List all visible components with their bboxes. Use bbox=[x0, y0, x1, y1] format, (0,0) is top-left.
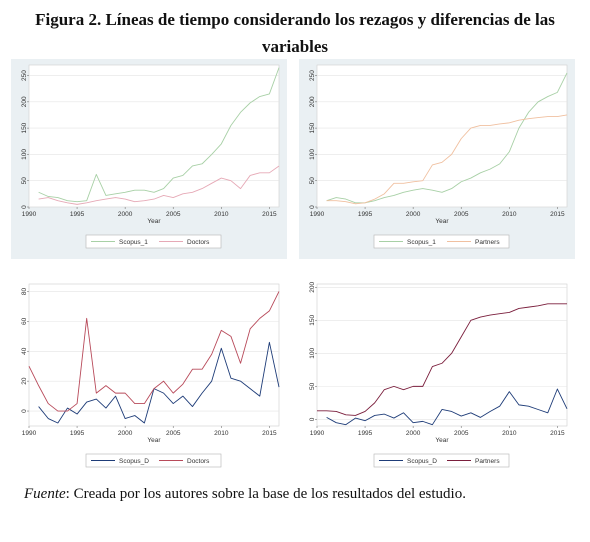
x-tick-label: 2010 bbox=[502, 430, 517, 437]
y-tick-label: 100 bbox=[309, 348, 316, 359]
x-tick-label: 2000 bbox=[406, 211, 421, 218]
x-tick-label: 2010 bbox=[502, 211, 517, 218]
x-tick-label: 1995 bbox=[70, 430, 85, 437]
x-tick-label: 2015 bbox=[550, 211, 565, 218]
y-tick-label: 150 bbox=[309, 315, 316, 326]
source-label: Fuente bbox=[24, 486, 66, 502]
series-line-scopus-d bbox=[326, 388, 568, 426]
x-tick-label: 1990 bbox=[310, 430, 325, 437]
y-tick-label: 50 bbox=[309, 177, 316, 185]
y-tick-label: 200 bbox=[21, 96, 28, 107]
legend-label: Doctors bbox=[187, 458, 210, 465]
y-tick-label: 80 bbox=[21, 287, 28, 295]
plot-area bbox=[316, 64, 568, 208]
legend-label: Scopus_1 bbox=[407, 239, 436, 246]
x-axis-label: Year bbox=[435, 437, 449, 444]
series-line-doctors bbox=[28, 291, 280, 412]
figure-title: Figura 2. Líneas de tiempo considerando … bbox=[35, 10, 555, 56]
y-tick-label: 200 bbox=[309, 96, 316, 107]
y-tick-label: 20 bbox=[21, 377, 28, 385]
plot-area bbox=[28, 283, 280, 427]
x-tick-label: 2000 bbox=[118, 430, 133, 437]
chart-svg: 0 50 100 150 200 250 1990 1995 2000 2005 2010 2015 Y… bbox=[299, 59, 575, 259]
figure-source: Fuente: Creada por los autores sobre la … bbox=[24, 486, 466, 503]
chart-panel-top-right: 0 50 100 150 200 250 1990 1995 2000 2005 2010 2015 Y… bbox=[299, 59, 575, 259]
x-tick-label: 2010 bbox=[214, 430, 229, 437]
plot-area bbox=[316, 283, 568, 427]
x-tick-label: 2010 bbox=[214, 211, 229, 218]
plot-area bbox=[28, 64, 280, 208]
source-text: : Creada por los autores sobre la base d… bbox=[65, 486, 466, 502]
y-tick-label: 50 bbox=[21, 177, 28, 185]
x-tick-label: 2015 bbox=[550, 430, 565, 437]
x-tick-label: 1995 bbox=[70, 211, 85, 218]
series-line-scopus-1 bbox=[38, 67, 280, 203]
y-tick-label: 150 bbox=[309, 122, 316, 133]
y-tick-label: 0 bbox=[309, 205, 316, 209]
x-tick-label: 2000 bbox=[118, 211, 133, 218]
legend-box bbox=[373, 453, 510, 468]
legend-label: Partners bbox=[475, 458, 500, 465]
chart-svg: 0 50 100 150 200 1990 1995 2000 2005 2010 2015 Year… bbox=[299, 278, 575, 478]
chart-svg: 0 20 40 60 80 1990 1995 2000 2005 2010 2015 Year Sco… bbox=[11, 278, 287, 478]
x-tick-label: 2000 bbox=[406, 430, 421, 437]
y-tick-label: 250 bbox=[21, 70, 28, 81]
series-line-partners bbox=[317, 303, 567, 416]
x-tick-label: 2005 bbox=[454, 430, 469, 437]
y-tick-label: 150 bbox=[21, 122, 28, 133]
y-tick-label: 100 bbox=[21, 149, 28, 160]
x-axis-label: Year bbox=[147, 437, 161, 444]
y-tick-label: 0 bbox=[21, 409, 28, 413]
legend-label: Scopus_D bbox=[119, 458, 149, 465]
x-tick-label: 1990 bbox=[310, 211, 325, 218]
series-line-doctors bbox=[38, 165, 280, 205]
chart-svg: 0 50 100 150 200 250 1990 1995 2000 2005 2010 2015 Y… bbox=[11, 59, 287, 259]
y-tick-label: 60 bbox=[21, 317, 28, 325]
y-tick-label: 40 bbox=[21, 347, 28, 355]
chart-panel-top-left: 0 50 100 150 200 250 1990 1995 2000 2005 2010 2015 Y… bbox=[11, 59, 287, 259]
legend-box bbox=[85, 453, 222, 468]
x-tick-label: 2005 bbox=[454, 211, 469, 218]
x-tick-label: 1990 bbox=[22, 211, 37, 218]
legend-box bbox=[373, 234, 510, 249]
x-tick-label: 2015 bbox=[262, 211, 277, 218]
chart-panel-bottom-right: 0 50 100 150 200 1990 1995 2000 2005 2010 2015 Year… bbox=[299, 278, 575, 478]
x-tick-label: 1995 bbox=[358, 211, 373, 218]
series-line-partners bbox=[326, 114, 568, 205]
legend-label: Doctors bbox=[187, 239, 210, 246]
series-line-scopus-d bbox=[38, 341, 280, 424]
y-tick-label: 0 bbox=[309, 417, 316, 421]
legend-label: Scopus_D bbox=[407, 458, 437, 465]
x-axis-label: Year bbox=[147, 218, 161, 225]
y-tick-label: 100 bbox=[309, 149, 316, 160]
legend-label: Partners bbox=[475, 239, 500, 246]
x-tick-label: 2005 bbox=[166, 211, 181, 218]
y-tick-label: 50 bbox=[309, 382, 316, 390]
y-tick-label: 0 bbox=[21, 205, 28, 209]
x-tick-label: 2005 bbox=[166, 430, 181, 437]
x-tick-label: 2015 bbox=[262, 430, 277, 437]
legend-label: Scopus_1 bbox=[119, 239, 148, 246]
x-axis-label: Year bbox=[435, 218, 449, 225]
x-tick-label: 1995 bbox=[358, 430, 373, 437]
y-tick-label: 200 bbox=[309, 282, 316, 293]
x-tick-label: 1990 bbox=[22, 430, 37, 437]
y-tick-label: 250 bbox=[309, 70, 316, 81]
legend-box bbox=[85, 234, 222, 249]
chart-panel-bottom-left: 0 20 40 60 80 1990 1995 2000 2005 2010 2015 Year Sco… bbox=[11, 278, 287, 478]
